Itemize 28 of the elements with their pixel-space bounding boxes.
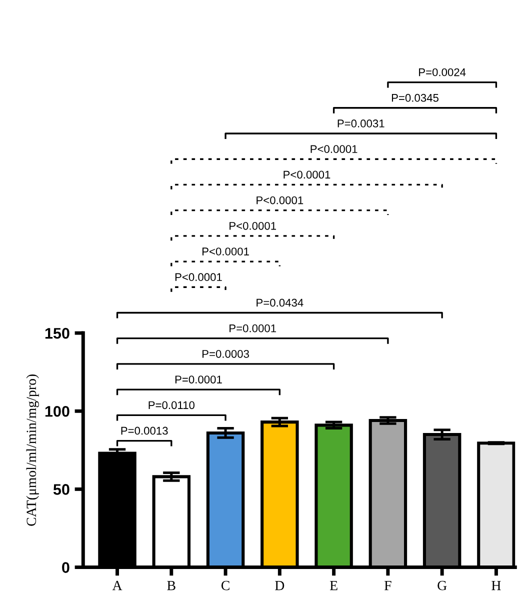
text: P<0.0001 [256,196,304,204]
x-tick-label: D [275,580,284,590]
annotation: P=0.0003 [202,350,249,358]
text: P=0.0024 [419,68,466,76]
text: P<0.0001 [230,222,276,230]
text: P=0.0031 [338,120,384,128]
x-tick-label: F [384,580,392,590]
y-tick-label: 0 [62,562,70,573]
text: P=0.0001 [230,324,276,332]
x-tick-label: E [330,580,338,590]
y-tick-label: 100 [45,406,70,417]
text: P=0.0434 [256,298,304,307]
text: P=0.0345 [392,94,438,102]
text: P<0.0001 [310,145,358,154]
x-tick-label: G [438,580,447,590]
y-axis-title: CAT(μmol/ml/min/mg/pro) [26,374,39,526]
x-tick-label: B [167,580,176,590]
y-tick-label: 50 [53,484,70,495]
annotation: P=0.0013 [121,426,168,435]
text: P<0.0001 [202,248,249,256]
x-tick-label: H [492,580,501,590]
annotation: P=0.0001 [175,376,222,384]
annotation: P=0.0110 [148,401,194,410]
x-tick-label: C [221,580,230,590]
x-tick-label: A [112,580,122,590]
text: P<0.0001 [284,170,330,179]
y-tick-label: 150 [45,328,70,339]
text: P<0.0001 [175,273,222,282]
